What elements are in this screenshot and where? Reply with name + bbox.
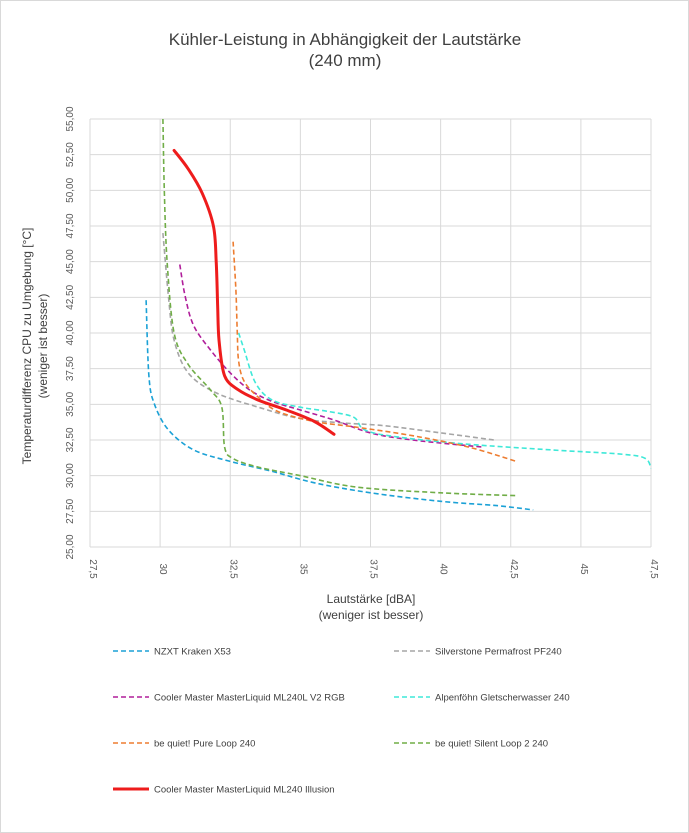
series-line-cooler-master-masterliquid-ml240-illusion xyxy=(172,148,336,436)
series-line-nzxt-kraken-x53 xyxy=(145,300,534,511)
x-axis-ticks: 27,5 30 32,5 35 37,5 40 42,5 45 47,5 xyxy=(87,559,659,579)
legend-label: Alpenföhn Gletscherwasser 240 xyxy=(435,693,570,704)
y-tick-label: 30,00 xyxy=(65,463,76,488)
legend-label: Silverstone Permafrost PF240 xyxy=(435,647,562,658)
legend-label: Cooler Master MasterLiquid ML240L V2 RGB xyxy=(154,693,345,704)
series-line-cooler-master-masterliquid-ml240l-v2-rgb xyxy=(179,264,483,448)
gridlines xyxy=(89,118,652,548)
y-tick-label: 55,00 xyxy=(65,106,76,131)
chart-title: Kühler-Leistung in Abhängigkeit der Laut… xyxy=(169,30,522,49)
x-tick-label: 37,5 xyxy=(368,559,379,579)
x-tick-label: 42,5 xyxy=(508,559,519,579)
y-axis-ticks: 25,00 27,50 30,00 32,50 35,00 37,50 40,00 42,50… xyxy=(65,106,76,559)
y-tick-label: 52,50 xyxy=(65,142,76,167)
legend-label: be quiet! Silent Loop 2 240 xyxy=(435,739,548,750)
series-line-alpenf-hn-gletscherwasser-240 xyxy=(237,332,652,469)
y-tick-label: 47,50 xyxy=(65,213,76,238)
y-tick-label: 27,50 xyxy=(65,498,76,523)
series-line-be-quiet-pure-loop-240 xyxy=(232,241,517,463)
y-tick-label: 50,00 xyxy=(65,177,76,202)
series-line-be-quiet-silent-loop-2-240 xyxy=(162,118,517,497)
x-tick-label: 47,5 xyxy=(648,559,659,579)
series-line-silverstone-permafrost-pf240 xyxy=(162,233,495,441)
x-axis-note: (weniger ist besser) xyxy=(319,608,424,622)
x-tick-label: 45 xyxy=(578,563,589,575)
y-tick-label: 32,50 xyxy=(65,427,76,452)
y-axis-title: Temperaturdifferenz CPU zu Umgebung [°C] xyxy=(20,228,34,465)
legend-label: be quiet! Pure Loop 240 xyxy=(154,739,255,750)
y-tick-label: 35,00 xyxy=(65,391,76,416)
x-tick-label: 35 xyxy=(297,563,308,575)
x-tick-label: 32,5 xyxy=(227,559,238,579)
y-tick-label: 42,50 xyxy=(65,284,76,309)
legend-label: Cooler Master MasterLiquid ML240 Illusio… xyxy=(154,785,335,796)
x-axis-title: Lautstärke [dBA] xyxy=(327,592,416,606)
y-axis-note: (weniger ist besser) xyxy=(36,294,50,399)
chart-subtitle: (240 mm) xyxy=(309,51,382,70)
series-lines xyxy=(145,118,652,511)
y-tick-label: 25,00 xyxy=(65,534,76,559)
x-tick-label: 30 xyxy=(157,563,168,575)
y-tick-label: 37,50 xyxy=(65,356,76,381)
x-tick-label: 40 xyxy=(438,563,449,575)
y-tick-label: 45,00 xyxy=(65,249,76,274)
y-tick-label: 40,00 xyxy=(65,320,76,345)
legend-label: NZXT Kraken X53 xyxy=(154,647,231,658)
x-tick-label: 27,5 xyxy=(87,559,98,579)
legend: NZXT Kraken X53 Silverstone Permafrost PF… xyxy=(113,647,570,796)
